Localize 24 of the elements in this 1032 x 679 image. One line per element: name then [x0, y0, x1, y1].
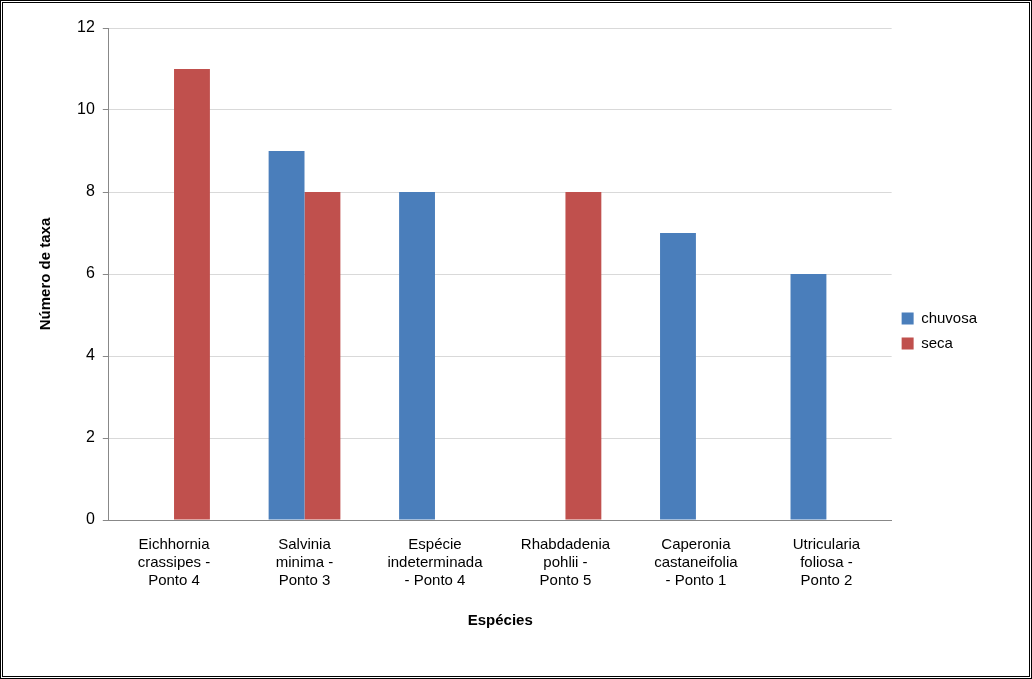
bar: [660, 233, 696, 520]
legend-label: chuvosa: [921, 308, 978, 326]
x-tick-label: Caperonia castaneifolia - Ponto 1: [654, 535, 739, 589]
y-tick-label: 0: [85, 510, 95, 528]
y-tick-label: 4: [85, 346, 95, 364]
y-tick-label: 8: [85, 182, 95, 200]
x-tick-label: Espécie indeterminada - Ponto 4: [387, 535, 484, 589]
bar: [174, 69, 210, 520]
x-tick-label: Utricularia foliosa - Ponto 2: [792, 535, 861, 589]
legend-label: seca: [921, 333, 954, 351]
x-axis-title: Espécies: [467, 611, 533, 629]
y-tick-label: 10: [77, 100, 95, 118]
bar: [304, 192, 341, 520]
bar: [399, 192, 435, 520]
y-axis-title: Número de taxa: [36, 217, 54, 331]
x-tick-label: Rhabdadenia pohlii - Ponto 5: [520, 535, 611, 589]
y-tick-label: 2: [85, 428, 95, 446]
bar: [565, 192, 602, 520]
x-tick-label: Salvinia minima - Ponto 3: [275, 535, 334, 589]
bar: [790, 274, 827, 520]
bar: [268, 151, 305, 520]
y-tick-label: 12: [77, 18, 95, 36]
x-tick-label: Eichhornia crassipes - Ponto 4: [137, 535, 211, 589]
y-tick-label: 6: [85, 264, 95, 282]
